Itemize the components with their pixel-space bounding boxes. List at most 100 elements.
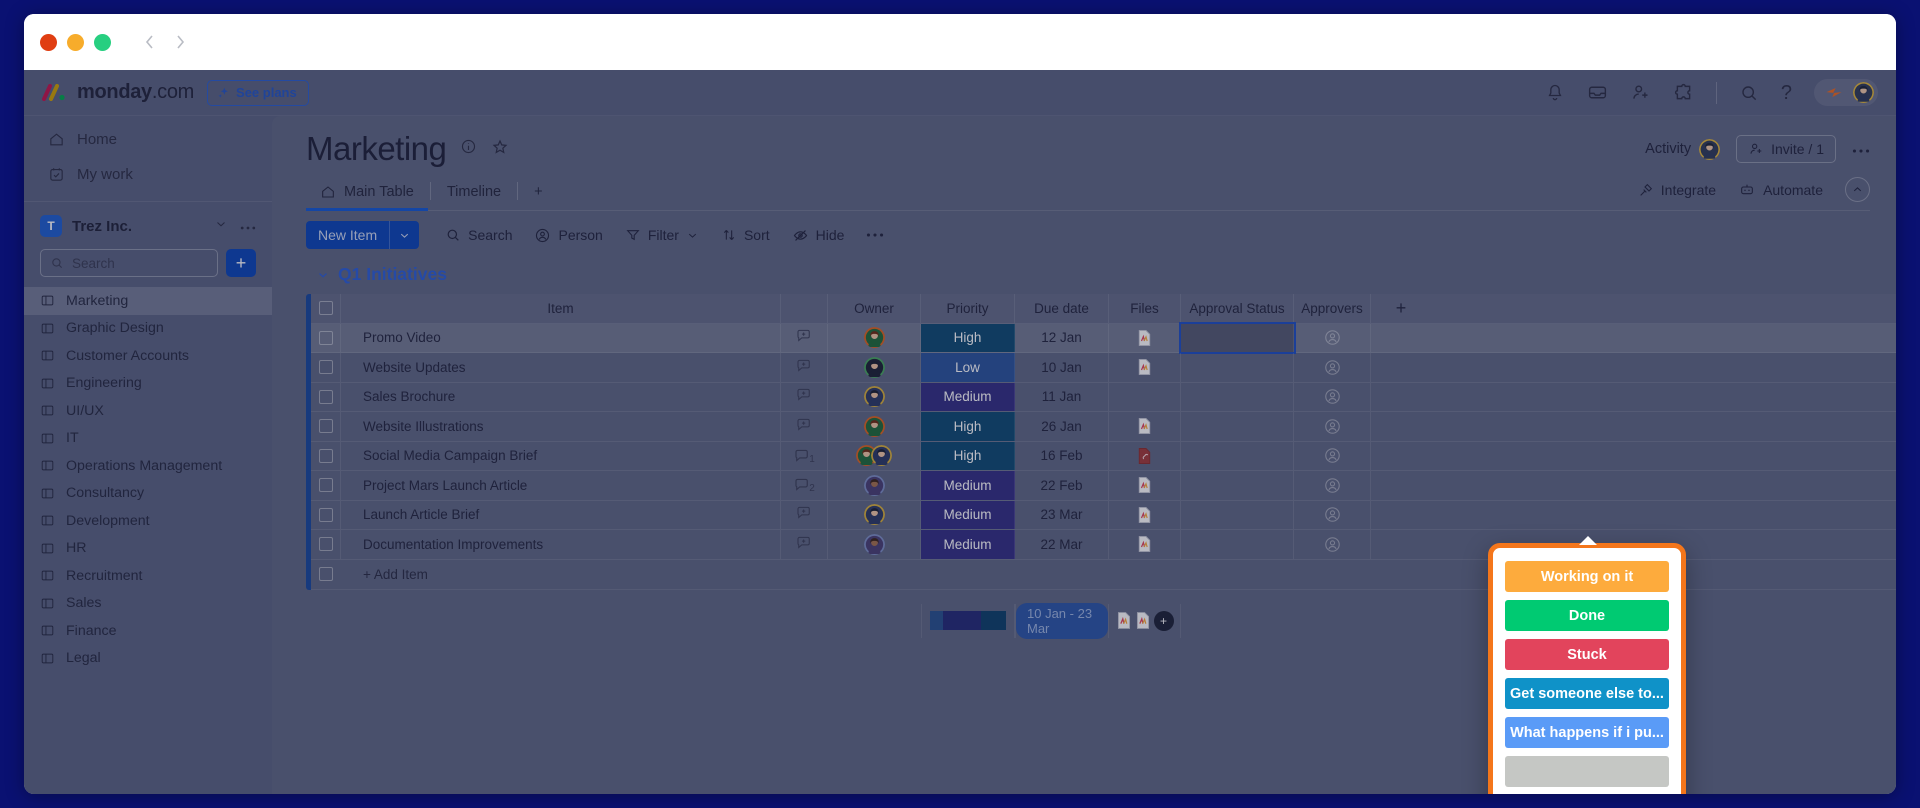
cell-owner[interactable] [828,412,921,441]
add-comment-icon[interactable] [795,534,813,555]
cell-comments[interactable] [781,323,828,352]
table-row[interactable]: Social Media Campaign Brief 1 High 16 Feb [311,441,1896,471]
row-checkbox-cell[interactable] [311,530,341,559]
cell-files[interactable] [1109,530,1181,559]
cell-files[interactable] [1109,323,1181,352]
cell-comments[interactable] [781,530,828,559]
cell-approvers[interactable] [1294,412,1371,441]
cell-owner[interactable] [828,323,921,352]
row-checkbox[interactable] [318,478,333,493]
activity-button[interactable]: Activity [1645,138,1721,160]
cell-item[interactable]: Launch Article Brief [341,500,781,529]
cell-due-date[interactable]: 22 Feb [1015,471,1109,500]
column-header-files[interactable]: Files [1109,294,1181,323]
sidebar-item-operations-management[interactable]: Operations Management [24,452,272,480]
sidebar-item-legal[interactable]: Legal [24,645,272,673]
help-icon[interactable]: ? [1781,83,1792,103]
status-dropdown[interactable]: Working on it Done Stuck Get someone else t… [1488,536,1686,794]
row-checkbox-cell[interactable] [311,412,341,441]
search-board-button[interactable]: Search [445,227,512,243]
select-all-checkbox[interactable] [318,301,333,316]
cell-priority[interactable]: High [921,412,1015,441]
workspace-selector[interactable]: T Trez Inc. [24,209,272,243]
cell-priority[interactable]: High [921,323,1015,352]
column-header-approvers[interactable]: Approvers [1294,294,1371,323]
sidebar-item-customer-accounts[interactable]: Customer Accounts [24,342,272,370]
sidebar-item-recruitment[interactable]: Recruitment [24,562,272,590]
column-header-priority[interactable]: Priority [921,294,1015,323]
cell-owner[interactable] [828,441,921,470]
row-checkbox-cell[interactable] [311,353,341,382]
cell-approval-status[interactable] [1181,382,1294,411]
forward-icon[interactable] [174,32,187,52]
cell-comments[interactable]: 1 [781,441,828,470]
comment-count-icon[interactable]: 1 [793,447,815,465]
table-row[interactable]: Documentation Improvements Medium 22 Mar [311,530,1896,560]
row-checkbox-cell[interactable] [311,500,341,529]
window-minimize-button[interactable] [67,33,84,51]
sidebar-item-finance[interactable]: Finance [24,617,272,645]
add-board-button[interactable]: + [226,249,256,277]
table-row[interactable]: Promo Video High 12 Jan [311,321,1896,354]
cell-comments[interactable] [781,353,828,382]
status-option[interactable]: What happens if i pu... [1505,717,1669,748]
column-header-approval-status[interactable]: Approval Status [1181,294,1294,323]
cell-due-date[interactable]: 16 Feb [1015,441,1109,470]
cell-priority[interactable]: Medium [921,530,1015,559]
comment-count-icon[interactable]: 2 [793,476,815,494]
cell-approval-status[interactable] [1181,530,1294,559]
cell-item[interactable]: Documentation Improvements [341,530,781,559]
cell-due-date[interactable]: 11 Jan [1015,382,1109,411]
row-checkbox[interactable] [318,389,333,404]
chevron-down-icon[interactable] [686,229,699,242]
cell-approvers[interactable] [1294,441,1371,470]
add-comment-icon[interactable] [795,416,813,437]
file-icon[interactable] [1137,329,1152,347]
row-checkbox-cell[interactable] [311,441,341,470]
add-comment-icon[interactable] [795,504,813,525]
monday-logo[interactable]: monday.com [42,81,194,104]
workspace-more-icon[interactable] [240,218,256,235]
chevron-down-icon[interactable] [214,217,228,235]
cell-files[interactable] [1109,353,1181,382]
status-option[interactable] [1505,756,1669,787]
invite-button[interactable]: Invite / 1 [1736,135,1836,163]
file-link-icon[interactable] [1137,447,1152,465]
cell-priority[interactable]: Medium [921,500,1015,529]
sidebar-item-development[interactable]: Development [24,507,272,535]
status-option[interactable]: Stuck [1505,639,1669,670]
cell-owner[interactable] [828,530,921,559]
add-item-checkbox[interactable] [319,567,333,581]
chevron-down-icon[interactable] [316,268,330,282]
search-icon[interactable] [1739,83,1759,103]
file-icon[interactable] [1137,506,1152,524]
cell-item[interactable]: Social Media Campaign Brief [341,441,781,470]
add-comment-icon[interactable] [795,357,813,378]
row-checkbox-cell[interactable] [311,382,341,411]
cell-owner[interactable] [828,500,921,529]
column-header-item[interactable]: Item [341,294,781,323]
row-checkbox[interactable] [318,448,333,463]
sidebar-item-marketing[interactable]: Marketing [24,287,272,315]
cell-approval-status[interactable] [1181,353,1294,382]
row-checkbox[interactable] [318,507,333,522]
cell-item[interactable]: Project Mars Launch Article [341,471,781,500]
cell-item[interactable]: Sales Brochure [341,382,781,411]
cell-item[interactable]: Promo Video [341,323,781,352]
cell-approval-status[interactable] [1179,321,1296,354]
sidebar-item-graphic-design[interactable]: Graphic Design [24,315,272,343]
sidebar-item-engineering[interactable]: Engineering [24,370,272,398]
sidebar-item-my-work[interactable]: My work [32,158,264,191]
select-all-cell[interactable] [311,294,341,323]
cell-priority[interactable]: High [921,441,1015,470]
cell-files[interactable] [1109,500,1181,529]
tab-timeline[interactable]: Timeline [433,178,515,211]
table-row[interactable]: Sales Brochure Medium 11 Jan [311,382,1896,412]
cell-files[interactable] [1109,412,1181,441]
status-option[interactable]: Working on it [1505,561,1669,592]
file-icon[interactable] [1137,535,1152,553]
cell-item[interactable]: Website Illustrations [341,412,781,441]
cell-files[interactable] [1109,382,1181,411]
cell-owner[interactable] [828,382,921,411]
cell-due-date[interactable]: 22 Mar [1015,530,1109,559]
